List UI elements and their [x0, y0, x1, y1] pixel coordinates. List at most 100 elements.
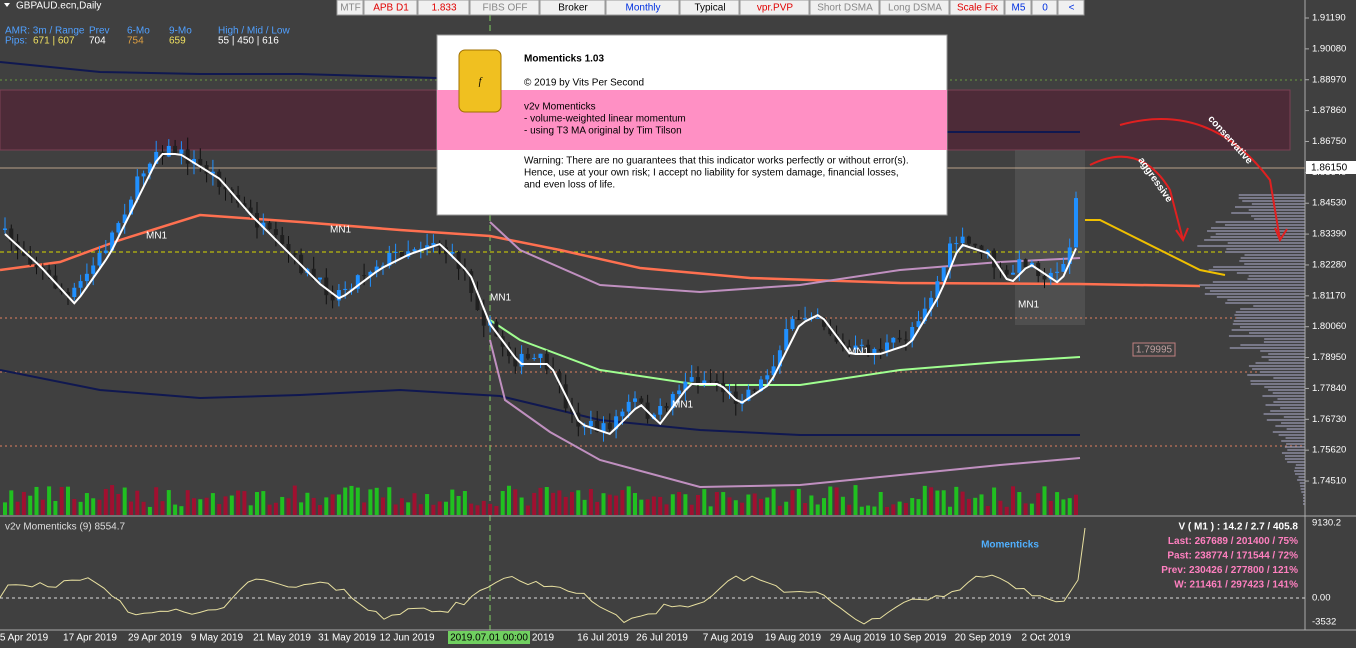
volume-bar — [740, 502, 745, 515]
candle-body — [192, 158, 196, 164]
toolbar-button-label: Broker — [558, 3, 588, 14]
volume-bar — [998, 500, 1003, 515]
volume-bar — [601, 493, 606, 515]
volume-bar — [759, 498, 763, 515]
price-label: 1.83390 — [1312, 229, 1346, 240]
date-label: 21 May 2019 — [253, 633, 311, 644]
volume-bar — [311, 497, 316, 515]
volume-bar — [614, 495, 619, 515]
toolbar-button[interactable] — [879, 0, 950, 16]
candle-body — [47, 269, 52, 276]
dialog-line: - using T3 MA original by Tim Tilson — [524, 126, 682, 137]
volume-bar — [683, 494, 688, 515]
candle-body — [91, 265, 96, 274]
date-label: 29 Aug 2019 — [830, 633, 887, 644]
volume-bar — [551, 492, 556, 515]
volume-bar — [1055, 492, 1060, 515]
volume-bar — [66, 486, 70, 515]
toolbar-button[interactable] — [1031, 0, 1058, 16]
candle-body — [97, 252, 102, 266]
candle-body — [135, 176, 140, 200]
volume-bar — [929, 487, 934, 515]
subwindow-title: v2v Momenticks (9) 8554.7 — [5, 522, 125, 533]
candle-body — [872, 348, 877, 355]
stats-header: GBPAUD.ecn,Daily AMR: 3m / Range Prev 6-Mo 9… — [4, 1, 290, 47]
stats-header: AMR: 3m / Range — [5, 26, 85, 37]
volume-bar — [229, 495, 234, 515]
candle-body — [513, 356, 518, 367]
volume-bar — [217, 504, 222, 515]
volume-bar — [179, 506, 184, 515]
candle-body — [582, 426, 587, 428]
volume-bar — [481, 500, 486, 515]
volume-bar — [626, 486, 631, 515]
volume-bar — [500, 490, 505, 515]
toolbar-button[interactable] — [363, 0, 418, 16]
candle-body — [670, 394, 675, 409]
volume-bar — [563, 496, 568, 515]
toolbar-button[interactable] — [739, 0, 810, 16]
volume-bar — [129, 501, 133, 515]
volume-bar — [267, 504, 272, 515]
volume-bar — [393, 504, 398, 515]
info-line: W: 211461 / 297423 / 141% — [1174, 580, 1298, 591]
candle-body — [557, 371, 562, 385]
toolbar-button[interactable] — [679, 0, 740, 16]
volume-bar — [15, 501, 20, 515]
toolbar-button[interactable] — [336, 0, 364, 16]
candle-body — [412, 249, 417, 252]
volume-bar — [538, 487, 543, 515]
volume-bar — [557, 490, 562, 515]
volume-bar — [59, 487, 64, 515]
volume-bar — [223, 496, 228, 515]
toolbar-button[interactable] — [809, 0, 880, 16]
toolbar-button[interactable] — [1004, 0, 1032, 16]
volume-bar — [689, 504, 694, 515]
toolbar-button[interactable] — [605, 0, 680, 16]
volume-profile — [1197, 194, 1305, 505]
date-label: 2019.07.01 00:00 — [450, 633, 528, 644]
candle-body — [147, 163, 152, 174]
stats-header: 9-Mo — [169, 26, 192, 37]
candle-body — [633, 398, 637, 402]
volume-bar — [834, 487, 839, 515]
candle-body — [683, 381, 688, 391]
price-label: 1.78950 — [1312, 352, 1346, 363]
volume-bar — [299, 502, 304, 515]
candle-body — [28, 255, 33, 265]
stats-header: High / Mid / Low — [218, 26, 290, 37]
volume-bar — [525, 505, 530, 515]
candle-body — [393, 251, 398, 253]
price-label: 1.91190 — [1312, 13, 1346, 24]
volume-bar — [343, 487, 348, 515]
sub-axis-label: -3532 — [1312, 617, 1336, 628]
volume-bar — [633, 493, 637, 515]
stats-header: 6-Mo — [127, 26, 150, 37]
volume-bar — [78, 501, 83, 515]
toolbar-button[interactable] — [417, 0, 470, 16]
price-label: 1.90080 — [1312, 43, 1346, 54]
volume-bar — [809, 495, 814, 515]
toolbar-button-label: 1.833 — [431, 3, 456, 14]
volume-bar — [727, 497, 732, 515]
candle-body — [733, 391, 738, 404]
toolbar-button[interactable] — [949, 0, 1005, 16]
dialog-line: v2v Momenticks — [524, 102, 596, 113]
toolbar-button[interactable] — [1057, 0, 1085, 16]
toolbar-button[interactable] — [469, 0, 540, 16]
candle-body — [815, 317, 820, 319]
candle-body — [286, 244, 291, 254]
toolbar-button-label: Scale Fix — [957, 3, 998, 14]
candle-body — [532, 357, 537, 359]
dialog-title: Momenticks 1.03 — [524, 54, 604, 65]
volume-bar — [450, 489, 455, 515]
date-label: 2 Oct 2019 — [1022, 633, 1071, 644]
volume-bar — [570, 492, 574, 515]
volume-bar — [103, 488, 108, 515]
candle-body — [362, 275, 367, 277]
dialog-line: and even loss of life. — [524, 180, 615, 191]
mn1-label: MN1 — [490, 293, 512, 304]
candle-body — [847, 346, 852, 350]
toolbar-button[interactable] — [539, 0, 606, 16]
volume-bar — [828, 486, 833, 515]
